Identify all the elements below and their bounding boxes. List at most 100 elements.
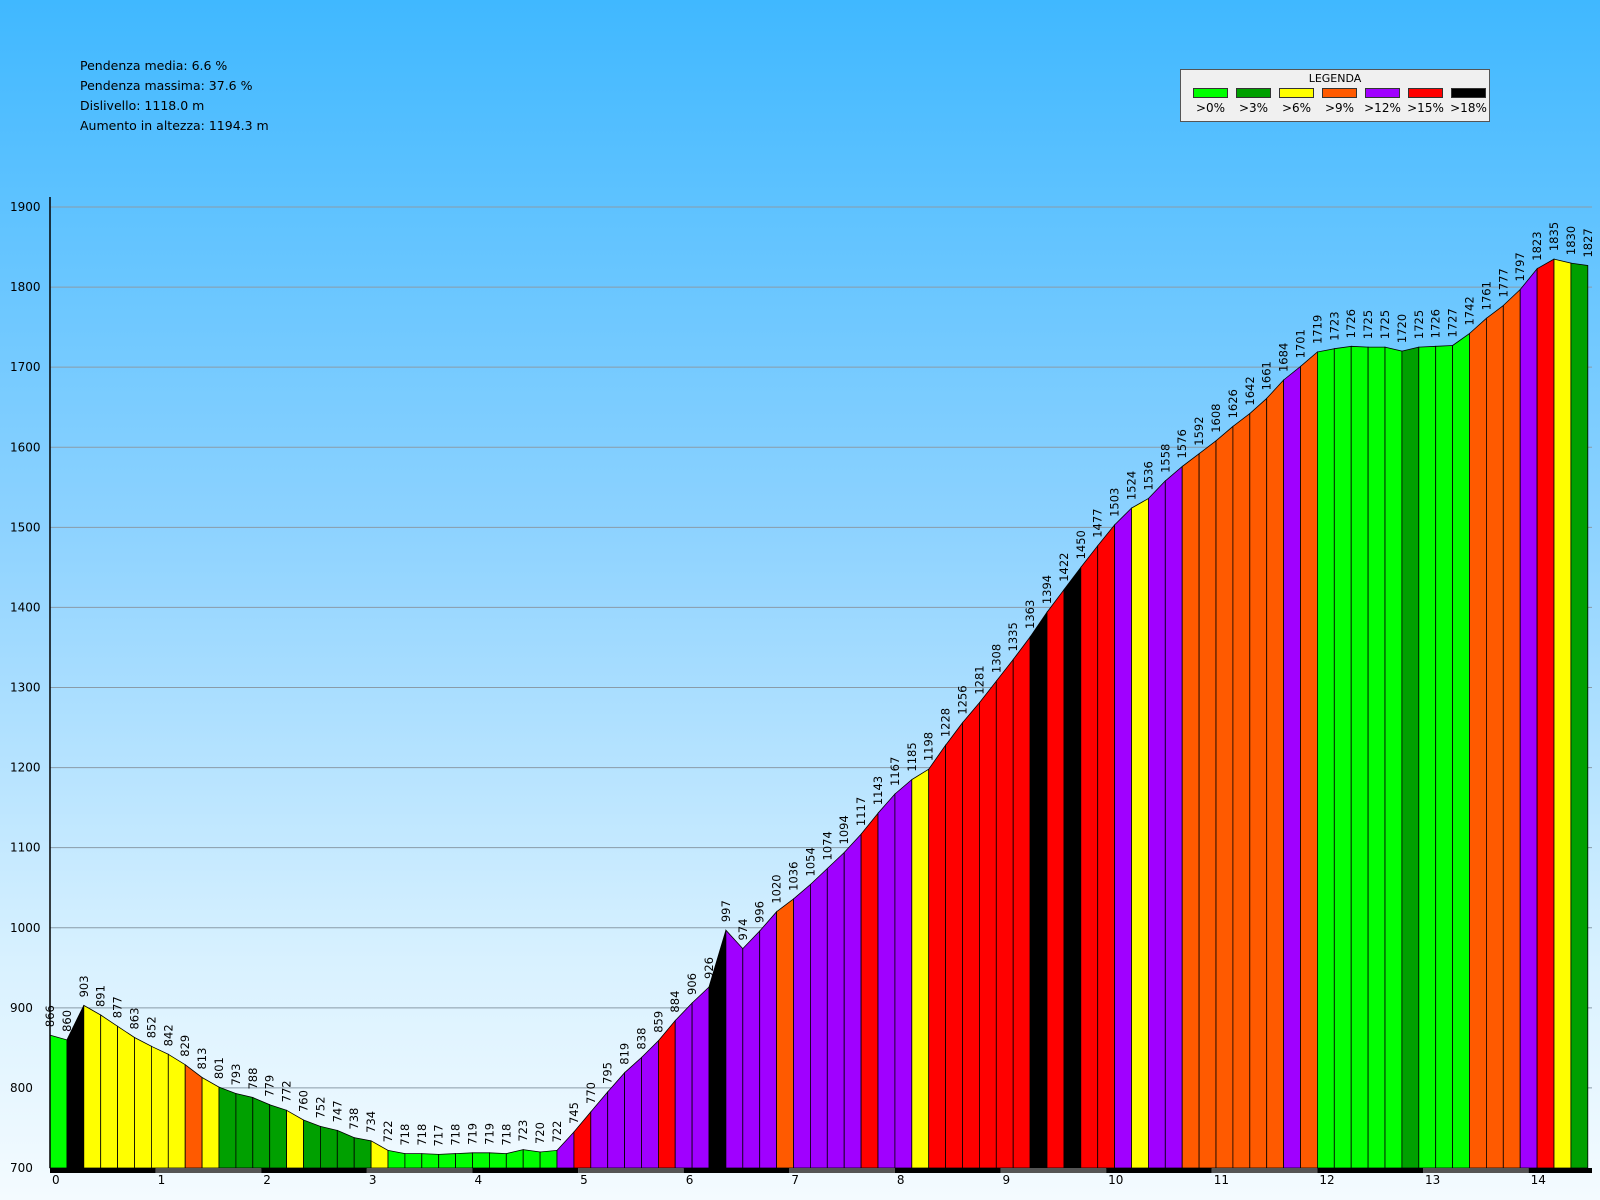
slope-segment <box>1367 346 1386 1169</box>
slope-segment <box>759 910 777 1169</box>
slope-segment <box>1046 588 1065 1169</box>
legend-item: >15% <box>1404 88 1447 115</box>
slope-segment <box>624 1056 642 1169</box>
elevation-label: 1626 <box>1226 389 1240 418</box>
y-tick-label: 700 <box>10 1161 33 1175</box>
elevation-label: 760 <box>296 1090 310 1112</box>
elevation-label: 974 <box>736 919 750 941</box>
y-tick-label: 900 <box>10 1001 33 1015</box>
slope-segment <box>1181 452 1200 1169</box>
slope-segment <box>877 792 896 1169</box>
legend-swatch <box>1322 88 1357 98</box>
y-tick-label: 1100 <box>10 841 41 855</box>
slope-segment <box>387 1149 406 1169</box>
x-tick-label: 0 <box>52 1173 60 1187</box>
legend-label: >18% <box>1450 101 1487 115</box>
x-tick-label: 4 <box>474 1173 482 1187</box>
slope-segment <box>826 851 845 1169</box>
slope-segment <box>1063 566 1082 1169</box>
elevation-label: 906 <box>685 973 699 995</box>
elevation-label: 718 <box>398 1124 412 1146</box>
distance-bar-segment <box>1528 1168 1592 1173</box>
elevation-label: 1742 <box>1463 296 1477 325</box>
slope-segment <box>742 930 761 1169</box>
slope-segment <box>1384 346 1403 1169</box>
elevation-label: 772 <box>280 1080 294 1102</box>
slope-segment <box>83 1004 102 1169</box>
elevation-label: 903 <box>77 975 91 997</box>
elevation-label: 747 <box>330 1100 344 1122</box>
elevation-diff-text: Dislivello: 1118.0 m <box>80 98 205 113</box>
elevation-label: 745 <box>567 1102 581 1124</box>
slope-segment <box>1029 610 1048 1169</box>
slope-segment <box>286 1109 304 1169</box>
slope-segment <box>1350 345 1369 1169</box>
distance-bar-segment <box>261 1168 367 1173</box>
elevation-label: 1143 <box>871 776 885 805</box>
x-tick-label: 1 <box>158 1173 166 1187</box>
slope-segment <box>1502 288 1521 1169</box>
slope-segment <box>488 1152 507 1169</box>
slope-segment <box>776 898 794 1169</box>
elevation-label: 801 <box>212 1057 226 1079</box>
x-tick-label: 10 <box>1108 1173 1123 1187</box>
elevation-label: 1723 <box>1327 311 1341 340</box>
elevation-label: 738 <box>347 1108 361 1130</box>
x-tick-label: 12 <box>1319 1173 1334 1187</box>
slope-segment <box>252 1096 271 1169</box>
legend-label: >9% <box>1324 101 1355 115</box>
distance-bar-segment <box>578 1168 684 1173</box>
elevation-label: 720 <box>533 1122 547 1144</box>
elevation-label: 1524 <box>1125 471 1139 500</box>
slope-segment <box>793 883 811 1169</box>
elevation-label: 1167 <box>888 757 902 786</box>
elevation-label: 1074 <box>820 831 834 860</box>
slope-segment <box>1164 465 1183 1169</box>
elevation-label: 926 <box>702 957 716 979</box>
elevation-label: 770 <box>584 1082 598 1104</box>
legend-swatch <box>1279 88 1314 98</box>
y-tick-label: 1200 <box>10 761 41 775</box>
elevation-label: 719 <box>465 1123 479 1145</box>
legend-label: >3% <box>1238 101 1269 115</box>
slope-segment <box>928 743 946 1169</box>
x-tick-label: 6 <box>686 1173 694 1187</box>
slope-segment <box>150 1045 169 1169</box>
slope-segment <box>1333 345 1352 1169</box>
slope-segment <box>843 833 862 1169</box>
x-tick-label: 13 <box>1425 1173 1440 1187</box>
elevation-label: 1797 <box>1513 252 1527 281</box>
elevation-label: 1036 <box>787 862 801 891</box>
slope-segment <box>218 1086 237 1169</box>
legend-swatch <box>1236 88 1271 98</box>
distance-bar-segment <box>50 1168 156 1173</box>
x-tick-label: 11 <box>1214 1173 1229 1187</box>
elevation-label: 1020 <box>770 874 784 903</box>
slope-segment <box>1198 439 1217 1169</box>
legend-label: >6% <box>1281 101 1312 115</box>
elevation-label: 1536 <box>1141 461 1155 490</box>
legend-items: >0% >3% >6% >9% >12% >15% >18% <box>1189 88 1490 115</box>
y-tick-label: 1300 <box>10 681 41 695</box>
elevation-label: 1827 <box>1581 228 1595 257</box>
slope-segment <box>1553 258 1572 1169</box>
distance-bar-segment <box>1211 1168 1318 1173</box>
avg-slope-text: Pendenza media: 6.6 % <box>80 58 228 73</box>
elevation-label: 1720 <box>1395 314 1409 343</box>
legend-item: >0% <box>1189 88 1232 115</box>
y-tick-label: 1400 <box>10 600 41 614</box>
slope-segment <box>1232 412 1251 1169</box>
elevation-label: 722 <box>381 1120 395 1142</box>
y-tick-label: 1500 <box>10 520 41 534</box>
elevation-label: 1054 <box>803 847 817 876</box>
slope-segment <box>49 1034 68 1169</box>
x-tick-label: 7 <box>791 1173 799 1187</box>
elevation-label: 1830 <box>1564 226 1578 255</box>
slope-segment <box>911 768 930 1169</box>
slope-segment <box>100 1014 118 1169</box>
stats-panel: Pendenza media: 6.6 % Pendenza massima: … <box>80 56 269 136</box>
elevation-label: 996 <box>753 901 767 923</box>
elevation-label: 829 <box>178 1035 192 1057</box>
slope-segment <box>641 1039 659 1169</box>
slope-segment <box>167 1053 186 1169</box>
